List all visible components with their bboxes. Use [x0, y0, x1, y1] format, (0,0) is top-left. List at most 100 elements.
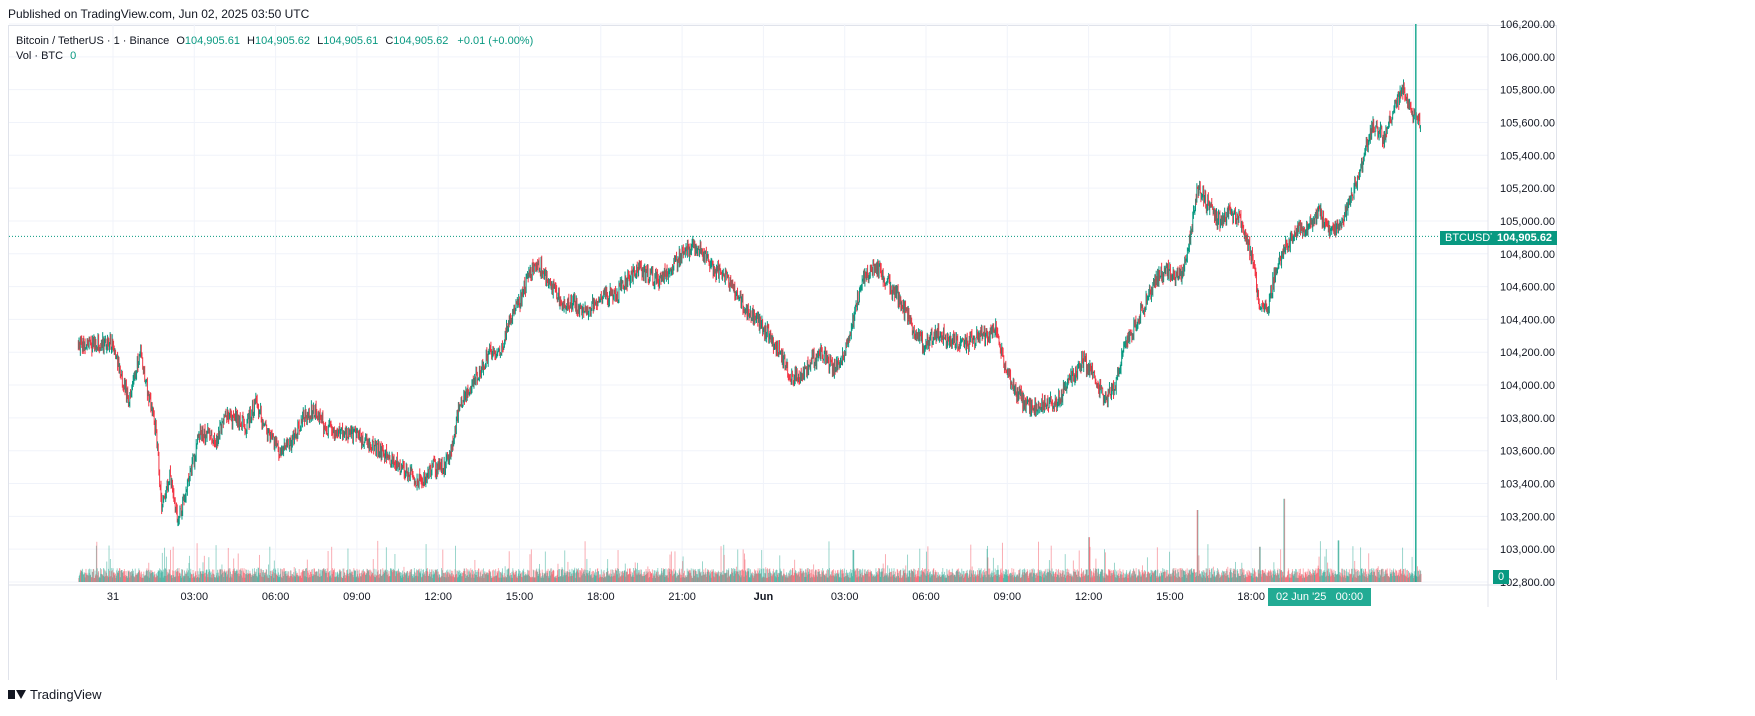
volume-bar [1014, 572, 1016, 582]
volume-bar [429, 571, 431, 582]
volume-bar [758, 570, 760, 582]
volume-bar [890, 571, 892, 582]
volume-bar [612, 570, 614, 582]
price-axis: 102,800.00103,000.00103,200.00103,400.00… [1500, 19, 1555, 589]
volume-bar [1239, 568, 1241, 582]
volume-bar [244, 577, 246, 582]
volume-bar [768, 576, 770, 582]
volume-bar [1177, 568, 1179, 582]
volume-bar [1168, 573, 1170, 582]
volume-bar [278, 577, 280, 582]
volume-bar [171, 577, 173, 582]
volume-bar [545, 570, 547, 582]
volume-bar [1230, 570, 1231, 582]
volume-bar [856, 568, 857, 582]
volume-bar [1083, 570, 1085, 582]
volume-bar [368, 571, 370, 582]
volume-bar [638, 572, 640, 582]
volume-bar [1325, 576, 1327, 582]
volume-bar [188, 570, 189, 582]
volume-bar [683, 577, 685, 582]
volume-bar [112, 577, 114, 582]
volume-bar [1196, 510, 1198, 582]
volume-bar [343, 571, 345, 582]
volume-bar [830, 574, 832, 582]
volume-bar [1107, 575, 1109, 582]
volume-bar [754, 569, 755, 582]
volume-bar [525, 575, 527, 582]
volume-bar [213, 574, 215, 582]
volume-bar [519, 571, 521, 582]
volume-bar [1338, 540, 1340, 582]
volume-bar [315, 571, 317, 582]
volume-bar [805, 572, 807, 582]
volume-bar [959, 571, 960, 582]
volume-bar [945, 575, 946, 582]
volume-bar [113, 572, 114, 582]
volume-bar [147, 569, 149, 582]
volume-bar [1308, 575, 1310, 582]
volume-bar [674, 573, 675, 582]
volume-bar [944, 571, 946, 582]
volume-bar [1305, 574, 1307, 582]
volume-bar [884, 554, 886, 582]
volume-bar [598, 577, 600, 582]
volume-bar [1372, 571, 1374, 582]
volume-bar [1089, 537, 1091, 582]
volume-bar [558, 569, 560, 582]
volume-bar [544, 551, 546, 582]
volume-bar [333, 568, 335, 582]
volume-bar [828, 568, 830, 582]
volume-bar [1293, 573, 1295, 582]
volume-bar [1015, 576, 1017, 582]
volume-bar [540, 576, 542, 582]
volume-bar [931, 575, 933, 582]
volume-bar [79, 574, 81, 582]
volume-bar [581, 573, 583, 582]
volume-bar [287, 571, 289, 582]
volume-bar [158, 570, 160, 582]
volume-bar [291, 575, 292, 582]
volume-bar [266, 576, 268, 582]
volume-bar [809, 569, 811, 582]
volume-bar [1166, 576, 1168, 582]
volume-bar [1308, 574, 1310, 582]
volume-bar [145, 575, 147, 582]
volume-bar [1028, 574, 1030, 582]
volume-bar [1343, 569, 1345, 582]
volume-bar [1395, 571, 1397, 582]
volume-bar [170, 575, 172, 582]
volume-bar [765, 569, 767, 582]
volume-bar [609, 575, 610, 582]
volume-bar [416, 570, 418, 582]
volume-bar [868, 571, 870, 582]
volume-bar [884, 575, 885, 582]
volume-bar [327, 551, 329, 582]
volume-bar [406, 570, 408, 582]
volume-bar [908, 576, 909, 582]
volume-bar [792, 568, 794, 582]
price-axis-label: 105,000.00 [1500, 216, 1555, 228]
volume-bar [953, 574, 955, 582]
volume-bar [438, 577, 440, 582]
volume-bar [1380, 570, 1382, 582]
volume-bar [873, 575, 875, 582]
volume-bar [1185, 569, 1187, 582]
volume-bar [1398, 576, 1400, 582]
volume-bar [1100, 571, 1102, 582]
volume-bar [1015, 575, 1017, 582]
volume-bar [1240, 569, 1242, 582]
volume-bar [85, 572, 86, 582]
volume-bar [205, 572, 207, 582]
volume-bar [772, 568, 774, 582]
volume-bar [243, 568, 245, 582]
volume-bar [136, 574, 138, 582]
volume-bar [1158, 577, 1160, 582]
volume-bar [198, 574, 200, 582]
volume-bar [322, 569, 324, 582]
volume-bar [802, 572, 804, 582]
volume-bar [1310, 573, 1312, 582]
volume-bar [1272, 573, 1274, 582]
volume-bar [447, 571, 449, 582]
